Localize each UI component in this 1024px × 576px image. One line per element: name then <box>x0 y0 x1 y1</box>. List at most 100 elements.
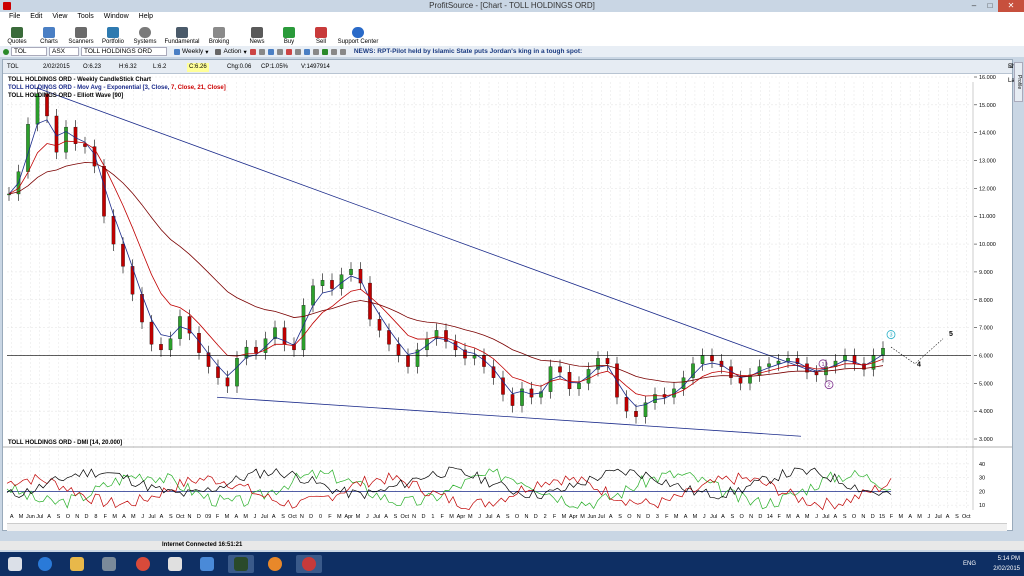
tool-icon-10[interactable] <box>330 48 337 55</box>
security-name-input[interactable]: TOLL HOLDINGS ORD <box>81 47 167 56</box>
quotes-button[interactable]: Quotes <box>2 27 32 46</box>
menu-tools[interactable]: Tools <box>77 13 94 20</box>
window-controls: – □ ✕ <box>966 0 1024 12</box>
action-select[interactable]: Action ▾ <box>212 48 247 56</box>
taskbar-profitsource[interactable] <box>296 555 322 573</box>
x-tick-label: S <box>169 514 173 520</box>
taskbar-app-2[interactable] <box>162 555 188 573</box>
x-tick-label: A <box>796 514 800 520</box>
taskbar-app-5[interactable] <box>262 555 288 573</box>
taskbar-explorer[interactable] <box>64 555 90 573</box>
support-center-button[interactable]: Support Center <box>338 27 378 46</box>
x-tick-label: M <box>468 514 473 520</box>
candle-down <box>624 397 629 412</box>
x-tick-label: F <box>328 514 332 520</box>
fundamental-button[interactable]: Fundamental <box>162 27 202 46</box>
y-tick-label: 16.000 <box>979 75 996 81</box>
menu-window[interactable]: Window <box>103 13 129 20</box>
candle-up <box>881 348 885 356</box>
candle-up <box>520 388 524 406</box>
candle-down <box>45 93 49 117</box>
tool-icon-3[interactable] <box>267 48 274 55</box>
scanners-button[interactable]: Scanners <box>66 27 96 46</box>
x-tick-label: Apr <box>569 514 578 520</box>
x-tick-label: S <box>843 514 847 520</box>
candle-down <box>206 352 211 367</box>
dmi-y-tick-label: 30 <box>979 476 985 482</box>
y-tick-label: 10.000 <box>979 242 996 248</box>
tool-icon-2[interactable] <box>258 48 265 55</box>
tool-icon-9[interactable] <box>321 48 328 55</box>
news-ticker[interactable]: NEWS: RPT-Pilot held by Islamic State pu… <box>353 48 583 55</box>
clock-time: 5:14 PM <box>997 556 1020 562</box>
candle-down <box>558 366 562 373</box>
y-tick-label: 8.000 <box>979 298 993 304</box>
close-button[interactable]: ✕ <box>998 0 1024 12</box>
menu-file[interactable]: File <box>9 13 21 20</box>
header-change-pct: CP:1.05% <box>261 64 289 70</box>
elliott-wave-label: 2 <box>827 383 830 389</box>
y-tick-label: 15.000 <box>979 103 996 109</box>
chart-plot-area[interactable]: A M Jun Jul A S O N D 8 F M A M J Jul A S Oct N D 09 F M A M J Jul A… <box>3 74 1012 522</box>
portfolio-button[interactable]: Portfolio <box>98 27 128 46</box>
x-tick-label: F <box>104 514 108 520</box>
elliott-wave-label: 1 <box>821 362 824 368</box>
minimize-button[interactable]: – <box>971 1 977 10</box>
start-button[interactable] <box>2 555 28 573</box>
buy-button[interactable]: Buy <box>274 27 304 46</box>
candle-up <box>244 346 249 359</box>
horizontal-scrollbar[interactable] <box>7 523 1007 531</box>
candle-up <box>672 388 676 398</box>
code-input[interactable]: TOL <box>11 47 47 56</box>
taskbar-app-4[interactable] <box>228 555 254 573</box>
systems-button[interactable]: Systems <box>130 27 160 46</box>
menu-view[interactable]: View <box>52 13 68 20</box>
menu-help[interactable]: Help <box>138 13 154 20</box>
x-tick-label: D <box>871 514 875 520</box>
tool-icon-8[interactable] <box>312 48 319 55</box>
y-tick-label: 4.000 <box>979 409 993 415</box>
x-tick-label: A <box>497 514 501 520</box>
tool-icon-7[interactable] <box>303 48 310 55</box>
tool-icon-1[interactable] <box>249 48 256 55</box>
news-button[interactable]: News <box>242 27 272 46</box>
x-tick-label: M <box>449 514 454 520</box>
x-tick-label: S <box>57 514 61 520</box>
chevron-down-icon: ▾ <box>243 48 247 56</box>
y-tick-label: 9.000 <box>979 270 993 276</box>
period-select[interactable]: Weekly ▾ <box>171 48 208 56</box>
taskbar-app-3[interactable] <box>194 555 220 573</box>
taskbar-app-1[interactable] <box>96 555 122 573</box>
x-tick-label: M <box>131 514 136 520</box>
x-tick-label: 15 <box>879 514 885 520</box>
moving-average-line <box>8 140 884 397</box>
tool-icon-4[interactable] <box>276 48 283 55</box>
charts-button[interactable]: Charts <box>34 27 64 46</box>
tool-icon-11[interactable] <box>339 48 346 55</box>
x-tick-label: N <box>749 514 753 520</box>
tool-icon-6[interactable] <box>294 48 301 55</box>
x-tick-label: A <box>384 514 388 520</box>
x-tick-label: J <box>366 514 369 520</box>
broking-button[interactable]: Broking <box>204 27 234 46</box>
x-tick-label: D <box>309 514 313 520</box>
profile-side-tab[interactable]: Profile <box>1014 62 1023 102</box>
maximize-button[interactable]: □ <box>987 1 993 10</box>
symbol-strip: TOL ASX TOLL HOLDINGS ORD Weekly ▾ Action… <box>0 46 1024 57</box>
x-tick-label: J <box>254 514 257 520</box>
taskbar-chrome[interactable] <box>130 555 156 573</box>
menu-edit[interactable]: Edit <box>30 13 43 20</box>
candle-down <box>92 146 97 167</box>
adx-line <box>6 466 892 500</box>
x-tick-label: M <box>562 514 567 520</box>
sell-button[interactable]: Sell <box>306 27 336 46</box>
tool-icon-5[interactable] <box>285 48 292 55</box>
x-tick-label: J <box>141 514 144 520</box>
x-tick-label: F <box>665 514 669 520</box>
language-indicator[interactable]: ENG <box>962 561 976 567</box>
taskbar-ie[interactable] <box>32 555 58 573</box>
dmi-y-tick-label: 20 <box>979 489 985 495</box>
candle-down <box>54 115 59 153</box>
x-tick-label: A <box>272 514 276 520</box>
exchange-input[interactable]: ASX <box>49 47 79 56</box>
